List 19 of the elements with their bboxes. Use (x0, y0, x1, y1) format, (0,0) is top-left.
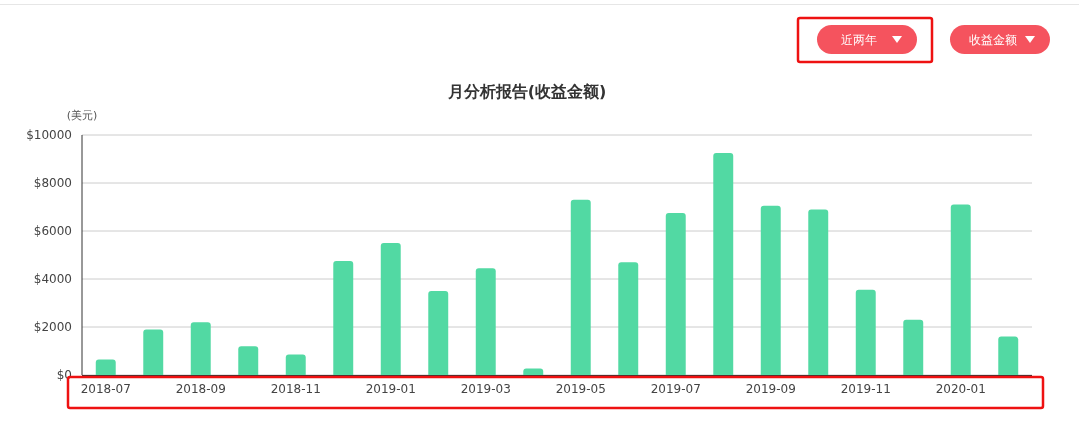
y-tick-label: $8000 (33, 176, 72, 190)
x-tick-label: 2018-07 (80, 382, 131, 396)
y-axis-title: (美元) (66, 109, 98, 122)
x-tick-label: 2019-01 (365, 382, 416, 396)
button: 收益金额 (950, 25, 1050, 54)
y-tick-label: $10000 (26, 128, 72, 142)
x-tick-label: 2019-09 (745, 382, 796, 396)
button: 近两年 (817, 25, 917, 54)
x-tick-label: 2019-11 (840, 382, 891, 396)
x-tick-label: 2019-07 (650, 382, 701, 396)
y-tick-label: $4000 (33, 272, 72, 286)
x-tick-label: 2018-11 (270, 382, 321, 396)
x-tick-label: 2020-01 (935, 382, 986, 396)
x-tick-label: 2018-09 (175, 382, 226, 396)
x-tick-label: 2019-05 (555, 382, 606, 396)
y-tick-label: $2000 (33, 320, 72, 334)
x-tick-label: 2019-03 (460, 382, 511, 396)
y-tick-label: $6000 (33, 224, 72, 238)
chart-title: 月分析报告(收益金额) (446, 82, 607, 101)
